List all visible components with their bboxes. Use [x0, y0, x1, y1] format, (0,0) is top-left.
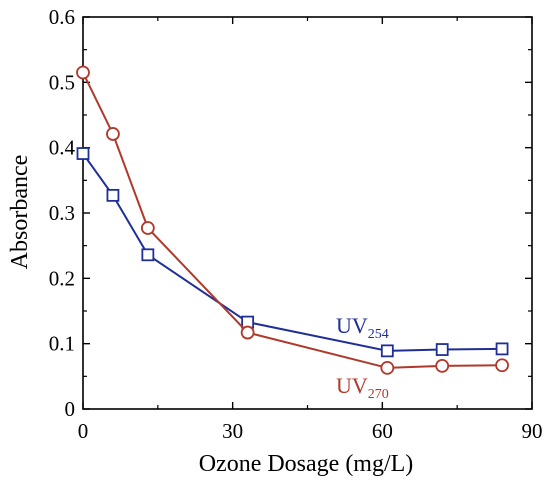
- x-axis-title: Ozone Dosage (mg/L): [199, 451, 414, 477]
- series-label-uv270: UV270: [336, 373, 389, 402]
- series-label-uv254-sub: 254: [368, 327, 389, 342]
- data-point-uv270: [106, 127, 120, 141]
- y-tick-label: 0.2: [49, 266, 75, 290]
- data-point-uv254: [380, 344, 394, 358]
- series-line-uv270: [82, 72, 503, 369]
- y-tick-label: 0.6: [49, 5, 75, 29]
- series-label-uv254-main: UV: [336, 313, 368, 338]
- x-tick-label: 30: [222, 419, 243, 443]
- y-tick-label: 0.1: [49, 332, 75, 356]
- x-tick-label: 90: [522, 419, 543, 443]
- y-tick-label: 0.4: [49, 136, 76, 160]
- data-point-uv270: [140, 221, 155, 235]
- series-label-uv270-main: UV: [336, 373, 368, 398]
- data-point-uv270: [240, 325, 255, 340]
- y-axis-title: Absorbance: [7, 155, 33, 270]
- y-tick-label: 0.5: [49, 70, 75, 94]
- data-point-uv254: [106, 188, 120, 202]
- data-point-uv270: [76, 65, 90, 80]
- series-label-uv254: UV254: [336, 313, 389, 342]
- x-tick-label: 60: [372, 419, 393, 443]
- data-point-uv254: [435, 343, 449, 356]
- x-tick-label: 0: [78, 419, 89, 443]
- data-point-uv270: [380, 360, 395, 375]
- data-point-uv270: [435, 358, 450, 373]
- series-layer: [76, 65, 509, 375]
- data-point-uv254: [76, 147, 90, 160]
- y-tick-label: 0.3: [49, 201, 75, 225]
- series-label-uv270-sub: 270: [368, 387, 389, 402]
- axes: 0 0.1 0.2 0.3 0.4 0.5 0.6 0 30 60 90: [49, 5, 543, 443]
- data-point-uv270: [495, 358, 509, 373]
- y-tick-label: 0: [65, 397, 76, 421]
- data-point-uv254: [495, 342, 509, 356]
- data-point-uv254: [141, 248, 155, 262]
